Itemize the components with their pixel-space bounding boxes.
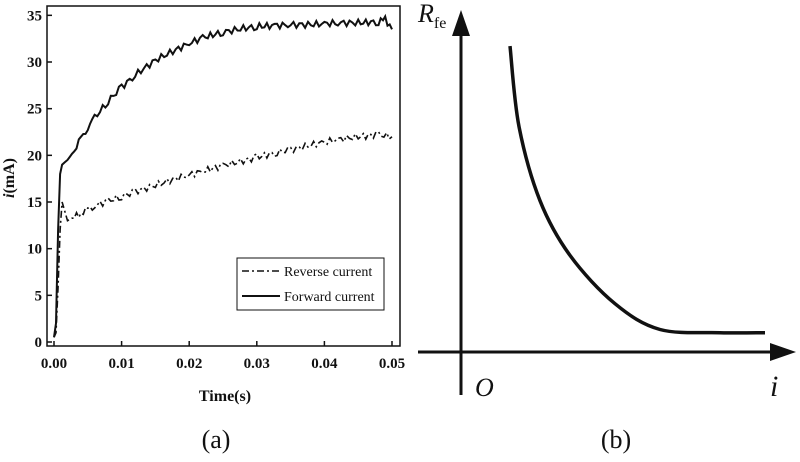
panel-caption-b: (b) bbox=[601, 425, 631, 454]
x-tick-label: 0.04 bbox=[311, 356, 338, 372]
y-tick-label: 0 bbox=[35, 335, 43, 351]
panel-caption-a: (a) bbox=[202, 425, 231, 454]
x-tick-label: 0.03 bbox=[244, 356, 270, 372]
series-line-reverse bbox=[53, 130, 393, 338]
y-axis-label-b: Rfe bbox=[417, 0, 446, 32]
series-line-forward bbox=[53, 13, 393, 338]
legend-box-a bbox=[236, 257, 385, 311]
series-group-a bbox=[53, 13, 393, 338]
x-tick-label: 0.02 bbox=[176, 356, 202, 372]
plot-frame-a bbox=[46, 5, 401, 347]
legend-label-forward: Forward current bbox=[284, 290, 375, 305]
y-tick-label: 10 bbox=[27, 242, 42, 258]
y-tick-label: 30 bbox=[27, 55, 42, 71]
y-tick-label: 25 bbox=[27, 102, 42, 118]
rfe-curve bbox=[508, 45, 766, 335]
legend-label-reverse: Reverse current bbox=[284, 265, 372, 280]
y-axis-ticks-a: 0 5 10 15 20 25 30 35 bbox=[27, 8, 52, 351]
panel-b: Rfe O i (b) bbox=[417, 0, 796, 454]
y-tick-label: 15 bbox=[27, 195, 42, 211]
legend-a: Reverse current Forward current bbox=[236, 257, 385, 311]
origin-label-b: O bbox=[475, 373, 494, 402]
x-tick-label: 0.01 bbox=[108, 356, 134, 372]
x-axis-label-b: i bbox=[770, 370, 778, 403]
y-tick-label: 5 bbox=[35, 288, 43, 304]
x-axis-arrow-b bbox=[770, 343, 796, 361]
y-tick-label: 35 bbox=[27, 8, 42, 24]
x-tick-label: 0.05 bbox=[379, 356, 405, 372]
y-axis-arrow-b bbox=[452, 10, 470, 36]
x-axis-ticks-a: 0.00 0.01 0.02 0.03 0.04 0.05 bbox=[41, 341, 405, 372]
y-tick-label: 20 bbox=[27, 148, 42, 164]
x-tick-label: 0.00 bbox=[41, 356, 67, 372]
x-axis-label-a: Time(s) bbox=[199, 388, 251, 405]
y-axis-label-a: i(mA) bbox=[1, 158, 18, 198]
